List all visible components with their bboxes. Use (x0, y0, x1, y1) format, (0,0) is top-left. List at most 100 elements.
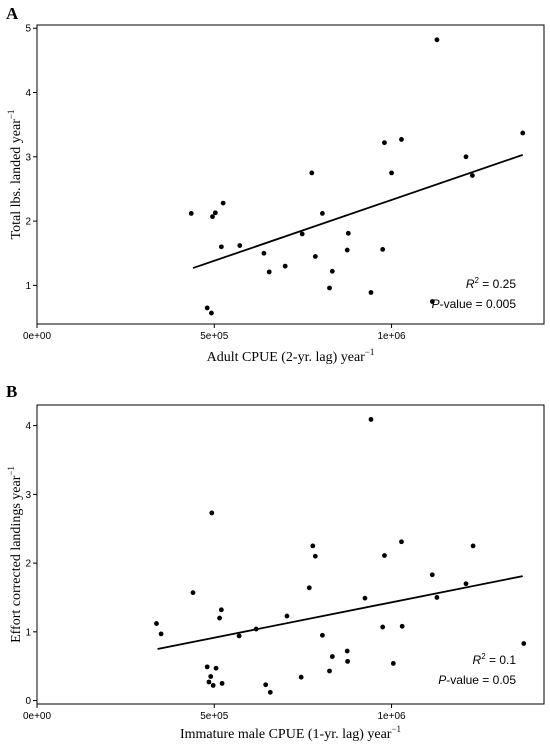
data-point (285, 614, 290, 619)
data-point (320, 211, 325, 216)
x-axis-title: Adult CPUE (2-yr. lag) year−1 (207, 347, 375, 365)
data-point (435, 595, 440, 600)
data-point (237, 243, 242, 248)
data-point (210, 214, 215, 219)
data-point (267, 270, 272, 275)
data-point (345, 248, 350, 253)
data-point (399, 137, 404, 142)
data-point (380, 625, 385, 630)
y-tick-label: 0 (25, 696, 31, 707)
plot-frame (37, 405, 544, 704)
y-axis-title: Effort corrected landings year−1 (6, 466, 24, 643)
x-tick-label: 1e+06 (377, 331, 406, 342)
data-point (205, 306, 210, 311)
data-point (369, 290, 374, 295)
data-point (209, 511, 214, 516)
data-point (320, 633, 325, 638)
data-point (380, 247, 385, 252)
x-tick-label: 5e+05 (200, 331, 229, 342)
data-point (521, 641, 526, 646)
data-point (400, 624, 405, 629)
y-tick-label: 3 (25, 152, 31, 163)
y-tick-label: 2 (25, 217, 31, 228)
panel-b: B 0e+00 5e+05 1e+06 0 1 2 3 4 Immature male CPUE … (6, 382, 544, 742)
x-axis-title-superscript: −1 (391, 724, 401, 734)
data-point (300, 232, 305, 237)
data-point (430, 572, 435, 577)
data-point (382, 553, 387, 558)
data-point (435, 37, 440, 42)
y-tick-label: 3 (25, 490, 31, 501)
y-tick-label: 5 (25, 24, 31, 35)
data-point (189, 211, 194, 216)
data-point (213, 210, 218, 215)
data-point (262, 251, 267, 256)
data-point (327, 286, 332, 291)
p-value-text: -value = 0.05 (446, 673, 516, 687)
data-point (313, 254, 318, 259)
data-point (310, 544, 315, 549)
data-point (207, 680, 212, 685)
p-value-annotation: P-value = 0.005 (432, 297, 517, 311)
data-point (214, 666, 219, 671)
data-point (219, 244, 224, 249)
x-tick-label: 0e+00 (23, 711, 52, 722)
regression-line (193, 155, 523, 268)
data-point (471, 544, 476, 549)
data-point (211, 683, 216, 688)
panel-label: A (6, 4, 19, 23)
panel-label: B (6, 382, 17, 401)
y-tick-label: 4 (25, 421, 31, 432)
data-point (345, 649, 350, 654)
data-point (330, 654, 335, 659)
data-point (220, 681, 225, 686)
y-axis-title-text: Effort corrected landings year (9, 475, 24, 643)
data-point (399, 539, 404, 544)
x-axis-title-superscript: −1 (365, 347, 375, 357)
data-point (313, 554, 318, 559)
r-squared-value: = 0.1 (486, 653, 517, 667)
data-point (382, 140, 387, 145)
p-value-annotation: P-value = 0.05 (438, 673, 516, 687)
y-axis-title-superscript: −1 (6, 466, 16, 476)
data-point (209, 311, 214, 316)
p-value-text: -value = 0.005 (440, 297, 517, 311)
data-point (154, 621, 159, 626)
y-axis-title: Total lbs. landed year−1 (6, 110, 24, 240)
x-axis-title: Immature male CPUE (1-yr. lag) year−1 (180, 724, 401, 742)
r-squared-annotation: R2 = 0.1 (473, 652, 517, 667)
data-point (464, 581, 469, 586)
p-symbol: P (438, 673, 446, 687)
data-point (219, 607, 224, 612)
data-point (309, 170, 314, 175)
r-squared-value: = 0.25 (479, 277, 516, 291)
data-point (345, 659, 350, 664)
data-point (217, 616, 222, 621)
data-point (307, 585, 312, 590)
y-tick-label: 1 (25, 281, 31, 292)
data-point (369, 417, 374, 422)
data-point (464, 154, 469, 159)
data-point (205, 664, 210, 669)
x-tick-label: 5e+05 (200, 711, 229, 722)
data-point (363, 596, 368, 601)
regression-line (158, 576, 523, 649)
data-point (237, 634, 242, 639)
data-point (254, 627, 259, 632)
y-axis-title-text: Total lbs. landed year (9, 119, 24, 240)
data-point (283, 264, 288, 269)
data-point (268, 690, 273, 695)
r-squared-symbol: R (466, 277, 475, 291)
data-point (520, 131, 525, 136)
data-point (389, 170, 394, 175)
y-tick-label: 2 (25, 559, 31, 570)
data-point (330, 269, 335, 274)
x-axis-title-text: Adult CPUE (2-yr. lag) year (207, 350, 366, 365)
data-point (191, 590, 196, 595)
y-tick-label: 1 (25, 627, 31, 638)
data-point (346, 231, 351, 236)
r-squared-annotation: R2 = 0.25 (466, 276, 516, 291)
data-point (470, 173, 475, 178)
y-tick-label: 4 (25, 88, 31, 99)
r-squared-symbol: R (473, 653, 482, 667)
